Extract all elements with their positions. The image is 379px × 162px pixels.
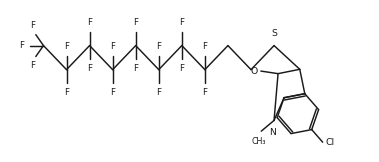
Text: F: F — [110, 42, 115, 51]
Text: F: F — [30, 21, 35, 30]
Text: N: N — [269, 128, 276, 137]
Text: F: F — [156, 88, 161, 97]
Text: F: F — [179, 64, 184, 73]
Text: F: F — [87, 18, 92, 27]
Text: F: F — [19, 41, 24, 50]
Text: CH₃: CH₃ — [251, 137, 266, 146]
Text: F: F — [87, 64, 92, 73]
Text: F: F — [156, 42, 161, 51]
Text: F: F — [179, 18, 184, 27]
Text: F: F — [133, 64, 138, 73]
Text: F: F — [133, 18, 138, 27]
Text: F: F — [110, 88, 115, 97]
Text: F: F — [202, 42, 207, 51]
Text: Cl: Cl — [325, 138, 335, 147]
Text: S: S — [271, 29, 277, 38]
Text: F: F — [64, 42, 69, 51]
Text: F: F — [64, 88, 69, 97]
Text: O: O — [250, 67, 257, 75]
Text: F: F — [202, 88, 207, 97]
Text: F: F — [30, 61, 35, 70]
